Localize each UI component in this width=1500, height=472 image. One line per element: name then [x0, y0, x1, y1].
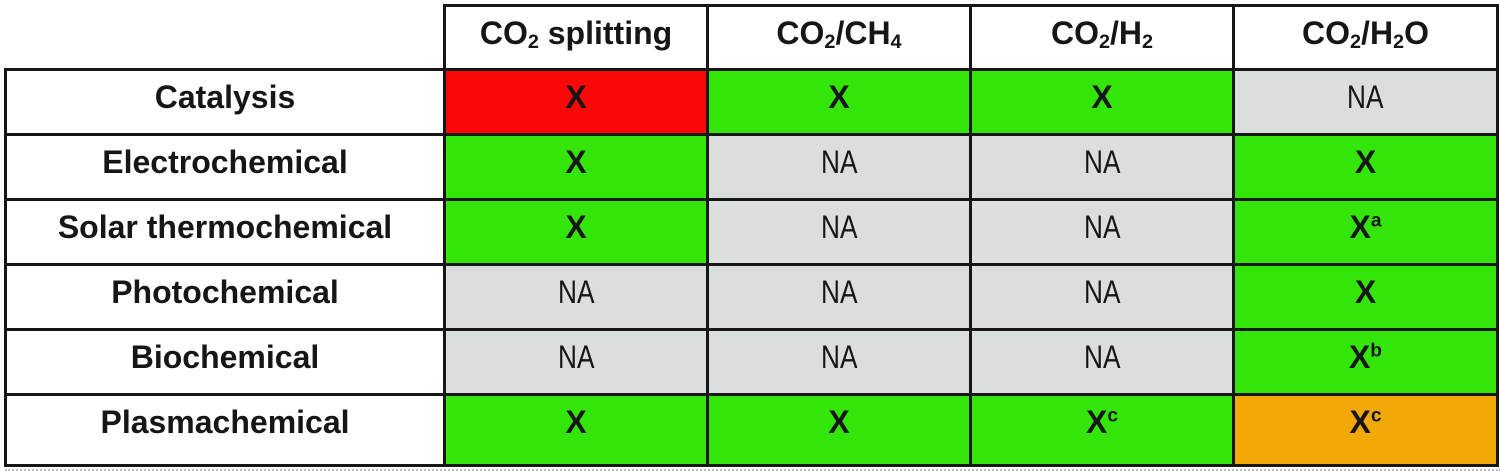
table-body: Catalysis X X X NA Electrochemical X NA NA X Solar… [4, 68, 1499, 467]
table-cell: NA [706, 263, 972, 331]
row-label: Catalysis [4, 68, 446, 136]
cell-value: X [1349, 404, 1371, 440]
cell-superscript: b [1370, 340, 1383, 362]
subscript-digit: 2 [824, 31, 836, 54]
table-cell: NA [969, 328, 1235, 396]
bottom-artifact-line [5, 469, 1500, 471]
table-cell: X [706, 393, 972, 467]
cell-value: X [565, 144, 587, 180]
cell-value: NA [557, 274, 595, 310]
table-row: Photochemical NA NA NA X [4, 263, 1499, 331]
column-header: CO2 splitting [443, 4, 709, 71]
comparison-table-figure: CO2 splitting CO2/CH4 CO2/H2 CO2/H2O Cataly… [4, 4, 1500, 471]
cell-value: NA [820, 209, 858, 245]
header-row: CO2 splitting CO2/CH4 CO2/H2 CO2/H2O [5, 4, 1499, 71]
subscript-digit: 2 [1098, 31, 1110, 54]
technology-comparison-table: CO2 splitting CO2/CH4 CO2/H2 CO2/H2O Cataly… [4, 4, 1499, 467]
cell-value: NA [1083, 274, 1121, 310]
subscript-digit: 2 [1142, 31, 1154, 54]
table-cell: NA [443, 328, 709, 396]
table-cell: NA [969, 263, 1235, 331]
table-cell: X [443, 133, 709, 201]
cell-value: X [565, 209, 587, 245]
cell-value: X [1349, 209, 1371, 245]
table-cell: X [1232, 133, 1499, 201]
subscript-digit: 2 [1350, 31, 1362, 54]
cell-superscript: a [1370, 210, 1382, 232]
table-cell: X [969, 68, 1235, 136]
column-header: CO2/H2O [1232, 4, 1499, 71]
table-cell: NA [969, 133, 1235, 201]
column-header: CO2/H2 [969, 4, 1235, 71]
cell-value: NA [557, 339, 595, 375]
cell-value: NA [820, 144, 858, 180]
row-label: Plasmachemical [4, 393, 446, 467]
subscript-digit: 2 [527, 31, 539, 54]
cell-value: X [1085, 404, 1108, 440]
table-cell: NA [969, 198, 1235, 266]
row-label: Biochemical [4, 328, 446, 396]
cell-value: NA [1083, 339, 1121, 375]
table-row: Catalysis X X X NA [4, 68, 1499, 136]
table-cell: X [706, 68, 972, 136]
cell-value: X [565, 404, 587, 440]
table-cell: NA [706, 328, 972, 396]
table-cell: Xc [1232, 393, 1499, 467]
cell-value: X [565, 79, 587, 115]
subscript-digit: 2 [1393, 31, 1405, 54]
cell-superscript: c [1370, 405, 1382, 427]
cell-value: X [1348, 339, 1371, 375]
row-label: Solar thermochemical [4, 198, 446, 266]
table-row: Electrochemical X NA NA X [4, 133, 1499, 201]
cell-value: NA [1347, 79, 1384, 115]
cell-value: NA [1083, 209, 1121, 245]
table-cell: NA [706, 133, 972, 201]
table-cell: X [1232, 263, 1499, 331]
table-row: Plasmachemical X X Xc Xc [4, 393, 1499, 467]
cell-superscript: c [1107, 405, 1118, 427]
table-cell: Xb [1232, 328, 1499, 396]
subscript-digit: 4 [890, 31, 902, 54]
cell-value: X [828, 79, 850, 115]
table-cell: NA [1232, 68, 1499, 136]
corner-cell [5, 5, 445, 70]
cell-value: X [1091, 79, 1113, 115]
cell-value: NA [820, 339, 858, 375]
table-cell: X [443, 68, 709, 136]
column-header: CO2/CH4 [706, 4, 972, 71]
cell-value: X [828, 404, 850, 440]
cell-value: NA [820, 274, 858, 310]
row-label: Electrochemical [4, 133, 446, 201]
table-cell: Xa [1232, 198, 1499, 266]
table-row: Biochemical NA NA NA Xb [4, 328, 1499, 396]
cell-value: X [1354, 144, 1377, 180]
table-cell: NA [443, 263, 709, 331]
cell-value: NA [1083, 144, 1121, 180]
table-cell: X [443, 393, 709, 467]
table-row: Solar thermochemical X NA NA Xa [4, 198, 1499, 266]
cell-value: X [1354, 274, 1377, 310]
table-cell: NA [706, 198, 972, 266]
row-label: Photochemical [4, 263, 446, 331]
table-cell: Xc [969, 393, 1235, 467]
table-cell: X [443, 198, 709, 266]
